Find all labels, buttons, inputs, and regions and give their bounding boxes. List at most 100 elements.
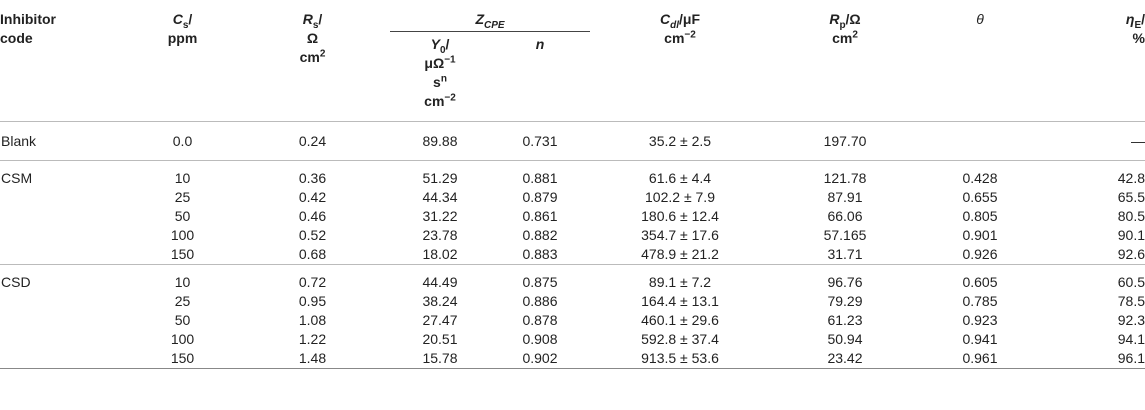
cell-eta: 92.6 xyxy=(1117,246,1145,262)
cell-n: 0.878 xyxy=(522,312,558,328)
header-cs-sub: s xyxy=(182,19,189,31)
header-rs: Rs/ Ω cm2 xyxy=(235,0,390,122)
cell-theta: 0.785 xyxy=(962,293,998,309)
header-inhibitor-line2: code xyxy=(0,30,33,46)
header-cdl-symbol: C xyxy=(659,11,671,27)
table-row: Blank 0.0 0.24 89.88 0.731 35.2 ± 2.5 19… xyxy=(0,121,1145,161)
header-theta-symbol: θ xyxy=(976,11,984,27)
table-row: 25 0.42 44.34 0.879 102.2 ± 7.9 87.91 0.… xyxy=(0,188,1145,207)
cell-eta: 94.1 xyxy=(1117,331,1145,347)
header-rp-sub: p xyxy=(839,19,846,31)
cell-n: 0.875 xyxy=(490,264,590,292)
cell-cs: 25 xyxy=(174,189,191,205)
cell-cdl: 35.2 ± 2.5 xyxy=(590,121,770,161)
cell-theta: 0.901 xyxy=(962,227,998,243)
header-y0-unit: / xyxy=(445,36,450,52)
cell-eta: 96.1 xyxy=(1040,349,1145,369)
cell-y0: 15.78 xyxy=(390,349,490,369)
table-row: 50 0.46 31.22 0.861 180.6 ± 12.4 66.06 0… xyxy=(0,207,1145,226)
header-zcpe: ZCPE xyxy=(390,0,590,32)
cell-eta: 65.5 xyxy=(1117,189,1145,205)
cell-eta: 60.5 xyxy=(1040,264,1145,292)
header-eta-unit: / xyxy=(1141,11,1145,27)
cell-rs: 0.52 xyxy=(298,227,327,243)
cell-rp: 31.71 xyxy=(827,246,863,262)
table-row: CSM 10 0.36 51.29 0.881 61.6 ± 4.4 121.7… xyxy=(0,160,1145,188)
header-rp-symbol: R xyxy=(829,11,840,27)
header-cs-line2: ppm xyxy=(167,30,198,46)
header-inhibitor-line1: Inhibitor xyxy=(0,11,56,27)
cell-theta xyxy=(920,121,1040,161)
cell-rs: 1.22 xyxy=(298,331,327,347)
cell-theta: 0.655 xyxy=(962,189,998,205)
header-y0-symbol: Y xyxy=(430,36,440,52)
header-cdl-line2-sup: −2 xyxy=(684,29,696,41)
cell-rs: 0.42 xyxy=(298,189,327,205)
cell-theta: 0.961 xyxy=(920,349,1040,369)
cell-rs: 1.08 xyxy=(298,312,327,328)
header-n: n xyxy=(490,32,590,122)
table-row: CSD 10 0.72 44.49 0.875 89.1 ± 7.2 96.76… xyxy=(0,264,1145,292)
header-y0-line2: μΩ xyxy=(424,55,445,71)
header-rp-line2: cm xyxy=(832,30,853,46)
cell-code: CSD xyxy=(0,264,130,292)
cell-cs: 100 xyxy=(170,227,195,243)
table-row: 100 0.52 23.78 0.882 354.7 ± 17.6 57.165… xyxy=(0,226,1145,245)
cell-rp: 87.91 xyxy=(827,189,863,205)
header-y0-sub: 0 xyxy=(439,44,446,56)
header-cdl-sub: dl xyxy=(670,19,679,31)
cell-eta: 90.1 xyxy=(1117,227,1145,243)
cell-rp: 121.78 xyxy=(770,160,920,188)
cell-code xyxy=(0,349,130,369)
cell-cdl: 61.6 ± 4.4 xyxy=(590,160,770,188)
cell-rs: 0.68 xyxy=(298,246,327,262)
cell-cs: 10 xyxy=(130,160,235,188)
cell-rp: 79.29 xyxy=(827,293,863,309)
table-row: 150 1.48 15.78 0.902 913.5 ± 53.6 23.42 … xyxy=(0,349,1145,369)
cell-cdl: 354.7 ± 17.6 xyxy=(641,227,719,243)
cell-cdl: 89.1 ± 7.2 xyxy=(590,264,770,292)
header-rs-line3-sup: 2 xyxy=(319,48,326,60)
cell-code xyxy=(0,245,130,265)
header-y0-line2-sup: −1 xyxy=(444,54,456,66)
header-cdl-line2: cm xyxy=(664,30,685,46)
header-eta: ηE/ % xyxy=(1040,0,1145,122)
cell-cs: 150 xyxy=(170,246,195,262)
header-y0-line3-sup: n xyxy=(440,73,447,85)
cell-cdl: 180.6 ± 12.4 xyxy=(641,208,719,224)
header-rs-line2: Ω xyxy=(306,30,319,46)
cell-rp: 96.76 xyxy=(770,264,920,292)
header-rp: Rp/Ω cm2 xyxy=(770,0,920,122)
table-header: Inhibitor code Cs/ ppm Rs/ Ω cm2 ZCPE Cd… xyxy=(0,0,1145,122)
cell-theta: 0.605 xyxy=(920,264,1040,292)
cell-code xyxy=(0,188,130,207)
cell-y0: 20.51 xyxy=(422,331,458,347)
cell-n: 0.908 xyxy=(522,331,558,347)
cell-rs: 0.72 xyxy=(235,264,390,292)
cell-y0: 31.22 xyxy=(422,208,458,224)
header-y0-line4-sup: −2 xyxy=(444,92,456,104)
cell-cdl: 478.9 ± 21.2 xyxy=(641,246,719,262)
table-row: 150 0.68 18.02 0.883 478.9 ± 21.2 31.71 … xyxy=(0,245,1145,265)
cell-cs: 50 xyxy=(174,208,191,224)
cell-eta: 42.8 xyxy=(1040,160,1145,188)
header-rs-sub: s xyxy=(312,19,319,31)
table-body: Blank 0.0 0.24 89.88 0.731 35.2 ± 2.5 19… xyxy=(0,121,1145,369)
cell-y0: 44.49 xyxy=(390,264,490,292)
header-eta-sub: E xyxy=(1134,19,1142,31)
cell-n: 0.879 xyxy=(522,189,558,205)
cell-code xyxy=(0,207,130,226)
cell-rs: 0.95 xyxy=(298,293,327,309)
cell-cs: 10 xyxy=(130,264,235,292)
cell-y0: 23.78 xyxy=(422,227,458,243)
cell-cs: 50 xyxy=(174,312,191,328)
cell-n: 0.902 xyxy=(490,349,590,369)
cell-eta: 92.3 xyxy=(1117,312,1145,328)
cell-cs: 150 xyxy=(130,349,235,369)
cell-y0: 18.02 xyxy=(422,246,458,262)
cell-rp: 66.06 xyxy=(827,208,863,224)
cell-eta: 78.5 xyxy=(1117,293,1145,309)
cell-cs: 0.0 xyxy=(130,121,235,161)
header-y0-line4: cm xyxy=(424,93,445,109)
cell-code: CSM xyxy=(0,160,130,188)
